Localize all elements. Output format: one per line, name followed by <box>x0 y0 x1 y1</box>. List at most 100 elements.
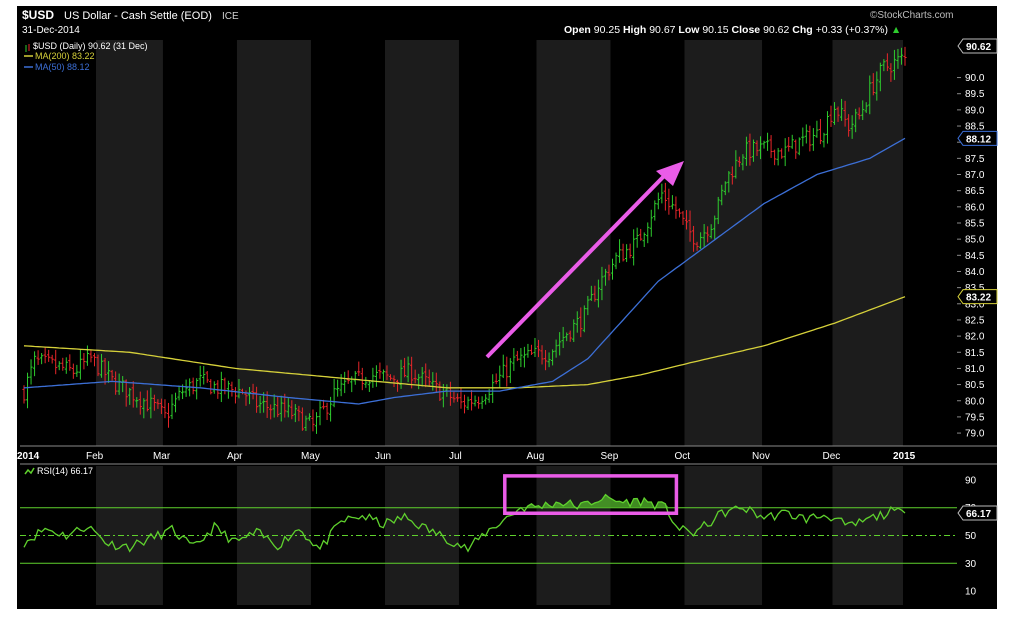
ohlc-bar <box>632 229 636 266</box>
ohlc-bar <box>801 127 805 147</box>
ohlc-bar <box>839 98 844 121</box>
ohlc-readout: Open 90.25 High 90.67 Low 90.15 Close 90… <box>564 24 901 36</box>
ohlc-bar <box>885 53 889 72</box>
ohlc-bar <box>737 156 741 167</box>
ohlc-bar <box>149 387 153 419</box>
ohlc-bar <box>526 343 530 358</box>
ohlc-bar <box>522 346 527 368</box>
ma200-line <box>23 296 906 389</box>
ohlc-bar <box>519 348 523 368</box>
ohlc-bar <box>878 62 882 92</box>
ohlc-bar <box>385 365 389 381</box>
ohlc-bar <box>723 181 727 196</box>
ohlc-bar <box>688 210 692 242</box>
rsi-tick-label: 90 <box>965 475 977 486</box>
ohlc-bar <box>547 352 551 368</box>
ohlc-bar <box>32 351 37 377</box>
ohlc-bar <box>621 243 625 262</box>
ohlc-bar <box>871 73 875 96</box>
price-legend: $USD (Daily) 90.62 (31 Dec) <box>33 41 148 51</box>
ohlc-bar <box>663 182 667 211</box>
ma50-line <box>23 137 906 405</box>
ohlc-bar <box>505 356 509 387</box>
y-tick-label: 82.5 <box>965 315 985 326</box>
ohlc-bar <box>586 295 590 316</box>
y-tick-label: 85.0 <box>965 235 985 246</box>
ohlc-bar <box>575 311 579 333</box>
y-tick-label: 83.5 <box>965 283 985 294</box>
ohlc-bar <box>614 252 618 270</box>
ohlc-bar <box>843 100 847 127</box>
ohlc-bar <box>135 397 139 408</box>
ohlc-bar <box>755 140 759 156</box>
ohlc-bar <box>78 349 82 380</box>
ohlc-bar <box>381 369 386 382</box>
ohlc-bar <box>572 319 576 343</box>
ohlc-bar <box>579 307 583 338</box>
ohlc-bar <box>734 150 738 179</box>
ohlc-bar <box>307 413 312 421</box>
ohlc-bar <box>857 107 861 120</box>
ohlc-bar <box>258 395 262 414</box>
x-tick-label: Jul <box>449 451 462 462</box>
ohlc-bar <box>336 379 340 397</box>
ohlc-bar <box>50 354 54 364</box>
ohlc-bar <box>649 209 653 237</box>
ohlc-bar <box>68 354 72 371</box>
ohlc-bar <box>744 136 749 166</box>
ohlc-bar <box>727 171 731 193</box>
ohlc-bar <box>551 349 555 366</box>
ohlc-bar <box>674 196 678 219</box>
svg-text:88.12: 88.12 <box>966 134 991 145</box>
ohlc-bar <box>89 349 93 363</box>
ohlc-bar <box>57 361 61 371</box>
ohlc-bar <box>748 133 752 166</box>
ohlc-bar <box>484 394 488 405</box>
ohlc-bar <box>582 305 586 333</box>
x-tick-label: Dec <box>823 451 841 462</box>
ohlc-bar <box>741 154 745 171</box>
ohlc-bar <box>790 134 794 149</box>
y-tick-label: 83.0 <box>965 299 985 310</box>
ohlc-bar <box>720 184 724 206</box>
ohlc-bar <box>410 356 414 389</box>
ohlc-bar <box>681 210 685 225</box>
ohlc-bar <box>378 362 382 379</box>
ohlc-bar <box>142 398 146 419</box>
ohlc-bar <box>565 332 569 342</box>
y-tick-label: 80.5 <box>965 380 985 391</box>
ohlc-bar <box>191 377 195 395</box>
ohlc-bar <box>783 138 787 167</box>
ohlc-bar <box>512 348 516 371</box>
ohlc-bar <box>787 136 791 152</box>
ohlc-bar <box>61 357 65 371</box>
ohlc-bar <box>533 337 537 358</box>
time-axis: 2014 Feb Mar Apr May Jun Jul Aug Sep Oct Nov Dec 201… <box>17 451 916 462</box>
ohlc-bar <box>491 374 495 403</box>
ohlc-bar <box>822 132 826 148</box>
ohlc-bar <box>889 63 893 82</box>
y-tick-label: 81.0 <box>965 364 985 375</box>
ohlc-bar <box>706 226 710 243</box>
ohlc-bar <box>596 279 601 308</box>
ohlc-bar <box>254 386 259 413</box>
y-tick-label: 89.5 <box>965 89 985 100</box>
ohlc-bar <box>219 371 223 403</box>
ohlc-bar <box>374 365 378 387</box>
ohlc-bar <box>36 350 40 365</box>
y-tick-label: 87.0 <box>965 170 985 181</box>
ohlc-bar <box>198 365 202 387</box>
rsi-highlight-box <box>503 474 679 516</box>
ohlc-bar <box>660 183 664 204</box>
ohlc-bar <box>804 124 808 144</box>
rsi-panel: 1030507090 RSI(14) 66.17 66.17 <box>20 466 998 605</box>
ohlc-bar <box>360 367 364 391</box>
ohlc-bar <box>540 345 544 365</box>
ohlc-bar <box>103 358 107 385</box>
ohlc-bar <box>434 372 438 393</box>
ohlc-bar <box>25 372 30 409</box>
month-band <box>832 40 903 446</box>
ohlc-bar <box>99 353 104 378</box>
ohlc-bar <box>684 210 689 230</box>
ohlc-bar <box>47 349 51 362</box>
